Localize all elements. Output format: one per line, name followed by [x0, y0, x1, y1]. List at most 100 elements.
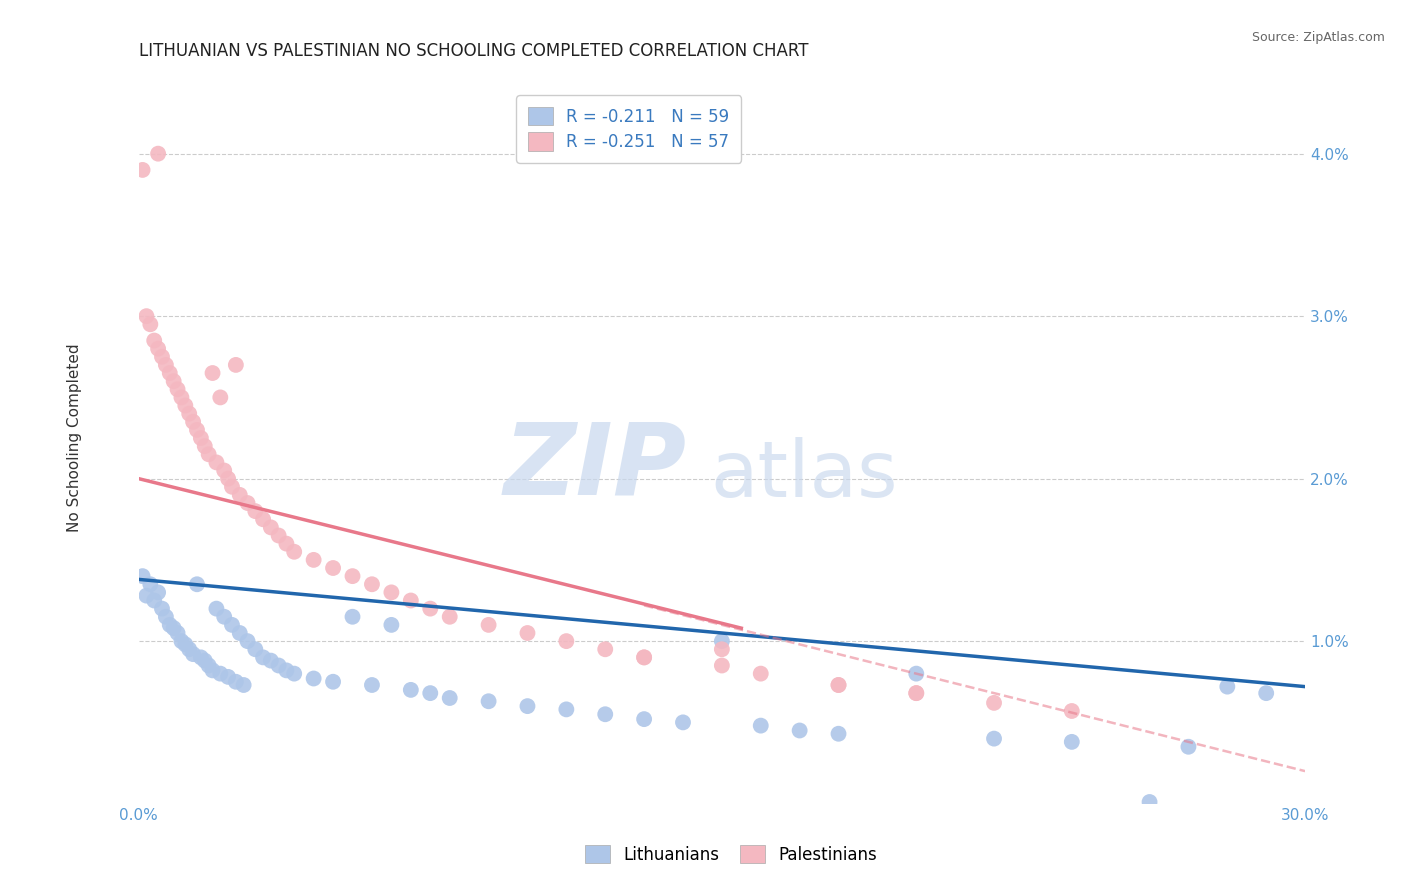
Point	[155, 358, 177, 372]
Point	[143, 334, 166, 348]
Point	[1177, 739, 1199, 754]
Point	[201, 664, 224, 678]
Point	[260, 520, 283, 534]
Point	[139, 577, 162, 591]
Point	[190, 431, 212, 445]
Point	[159, 618, 181, 632]
Point	[789, 723, 811, 738]
Point	[749, 718, 772, 732]
Point	[205, 455, 228, 469]
Point	[181, 415, 204, 429]
Point	[146, 585, 169, 599]
Text: ZIP: ZIP	[503, 418, 688, 516]
Point	[225, 674, 247, 689]
Point	[170, 391, 193, 405]
Point	[166, 382, 188, 396]
Point	[827, 727, 849, 741]
Point	[221, 480, 243, 494]
Point	[380, 618, 402, 632]
Point	[302, 553, 325, 567]
Point	[439, 691, 461, 706]
Point	[150, 601, 173, 615]
Point	[232, 678, 254, 692]
Point	[593, 707, 616, 722]
Point	[267, 528, 290, 542]
Point	[131, 569, 153, 583]
Point	[225, 358, 247, 372]
Point	[983, 731, 1005, 746]
Point	[212, 463, 235, 477]
Point	[276, 664, 298, 678]
Point	[217, 670, 239, 684]
Point	[633, 650, 655, 665]
Text: Source: ZipAtlas.com: Source: ZipAtlas.com	[1251, 31, 1385, 45]
Text: atlas: atlas	[710, 436, 897, 513]
Point	[221, 618, 243, 632]
Point	[380, 585, 402, 599]
Point	[174, 399, 197, 413]
Point	[170, 634, 193, 648]
Point	[302, 672, 325, 686]
Point	[166, 626, 188, 640]
Point	[135, 309, 157, 323]
Point	[516, 626, 538, 640]
Point	[361, 577, 384, 591]
Point	[155, 609, 177, 624]
Point	[1139, 795, 1161, 809]
Text: LITHUANIAN VS PALESTINIAN NO SCHOOLING COMPLETED CORRELATION CHART: LITHUANIAN VS PALESTINIAN NO SCHOOLING C…	[139, 42, 808, 60]
Point	[439, 609, 461, 624]
Point	[229, 488, 252, 502]
Point	[593, 642, 616, 657]
Point	[276, 536, 298, 550]
Point	[905, 686, 928, 700]
Point	[555, 634, 578, 648]
Point	[633, 650, 655, 665]
Point	[131, 162, 153, 177]
Point	[229, 626, 252, 640]
Point	[399, 593, 422, 607]
Point	[163, 374, 186, 388]
Text: No Schooling Completed: No Schooling Completed	[67, 343, 82, 533]
Point	[163, 621, 186, 635]
Point	[197, 447, 219, 461]
Point	[245, 642, 267, 657]
Point	[283, 545, 305, 559]
Point	[209, 666, 232, 681]
Point	[197, 658, 219, 673]
Point	[139, 318, 162, 332]
Point	[633, 712, 655, 726]
Point	[260, 654, 283, 668]
Point	[827, 678, 849, 692]
Point	[478, 618, 501, 632]
Point	[322, 674, 344, 689]
Point	[905, 686, 928, 700]
Point	[181, 647, 204, 661]
Point	[179, 642, 201, 657]
Point	[201, 366, 224, 380]
Point	[905, 666, 928, 681]
Point	[150, 350, 173, 364]
Point	[217, 472, 239, 486]
Point	[252, 650, 274, 665]
Point	[135, 589, 157, 603]
Point	[190, 650, 212, 665]
Point	[146, 146, 169, 161]
Legend: R = -0.211   N = 59, R = -0.251   N = 57: R = -0.211 N = 59, R = -0.251 N = 57	[516, 95, 741, 162]
Point	[322, 561, 344, 575]
Point	[186, 577, 208, 591]
Point	[1216, 680, 1239, 694]
Point	[1060, 735, 1083, 749]
Point	[399, 682, 422, 697]
Point	[710, 642, 733, 657]
Point	[236, 496, 259, 510]
Point	[419, 601, 441, 615]
Point	[146, 342, 169, 356]
Point	[236, 634, 259, 648]
Point	[186, 423, 208, 437]
Point	[205, 601, 228, 615]
Point	[267, 658, 290, 673]
Point	[179, 407, 201, 421]
Point	[174, 637, 197, 651]
Point	[342, 569, 364, 583]
Point	[159, 366, 181, 380]
